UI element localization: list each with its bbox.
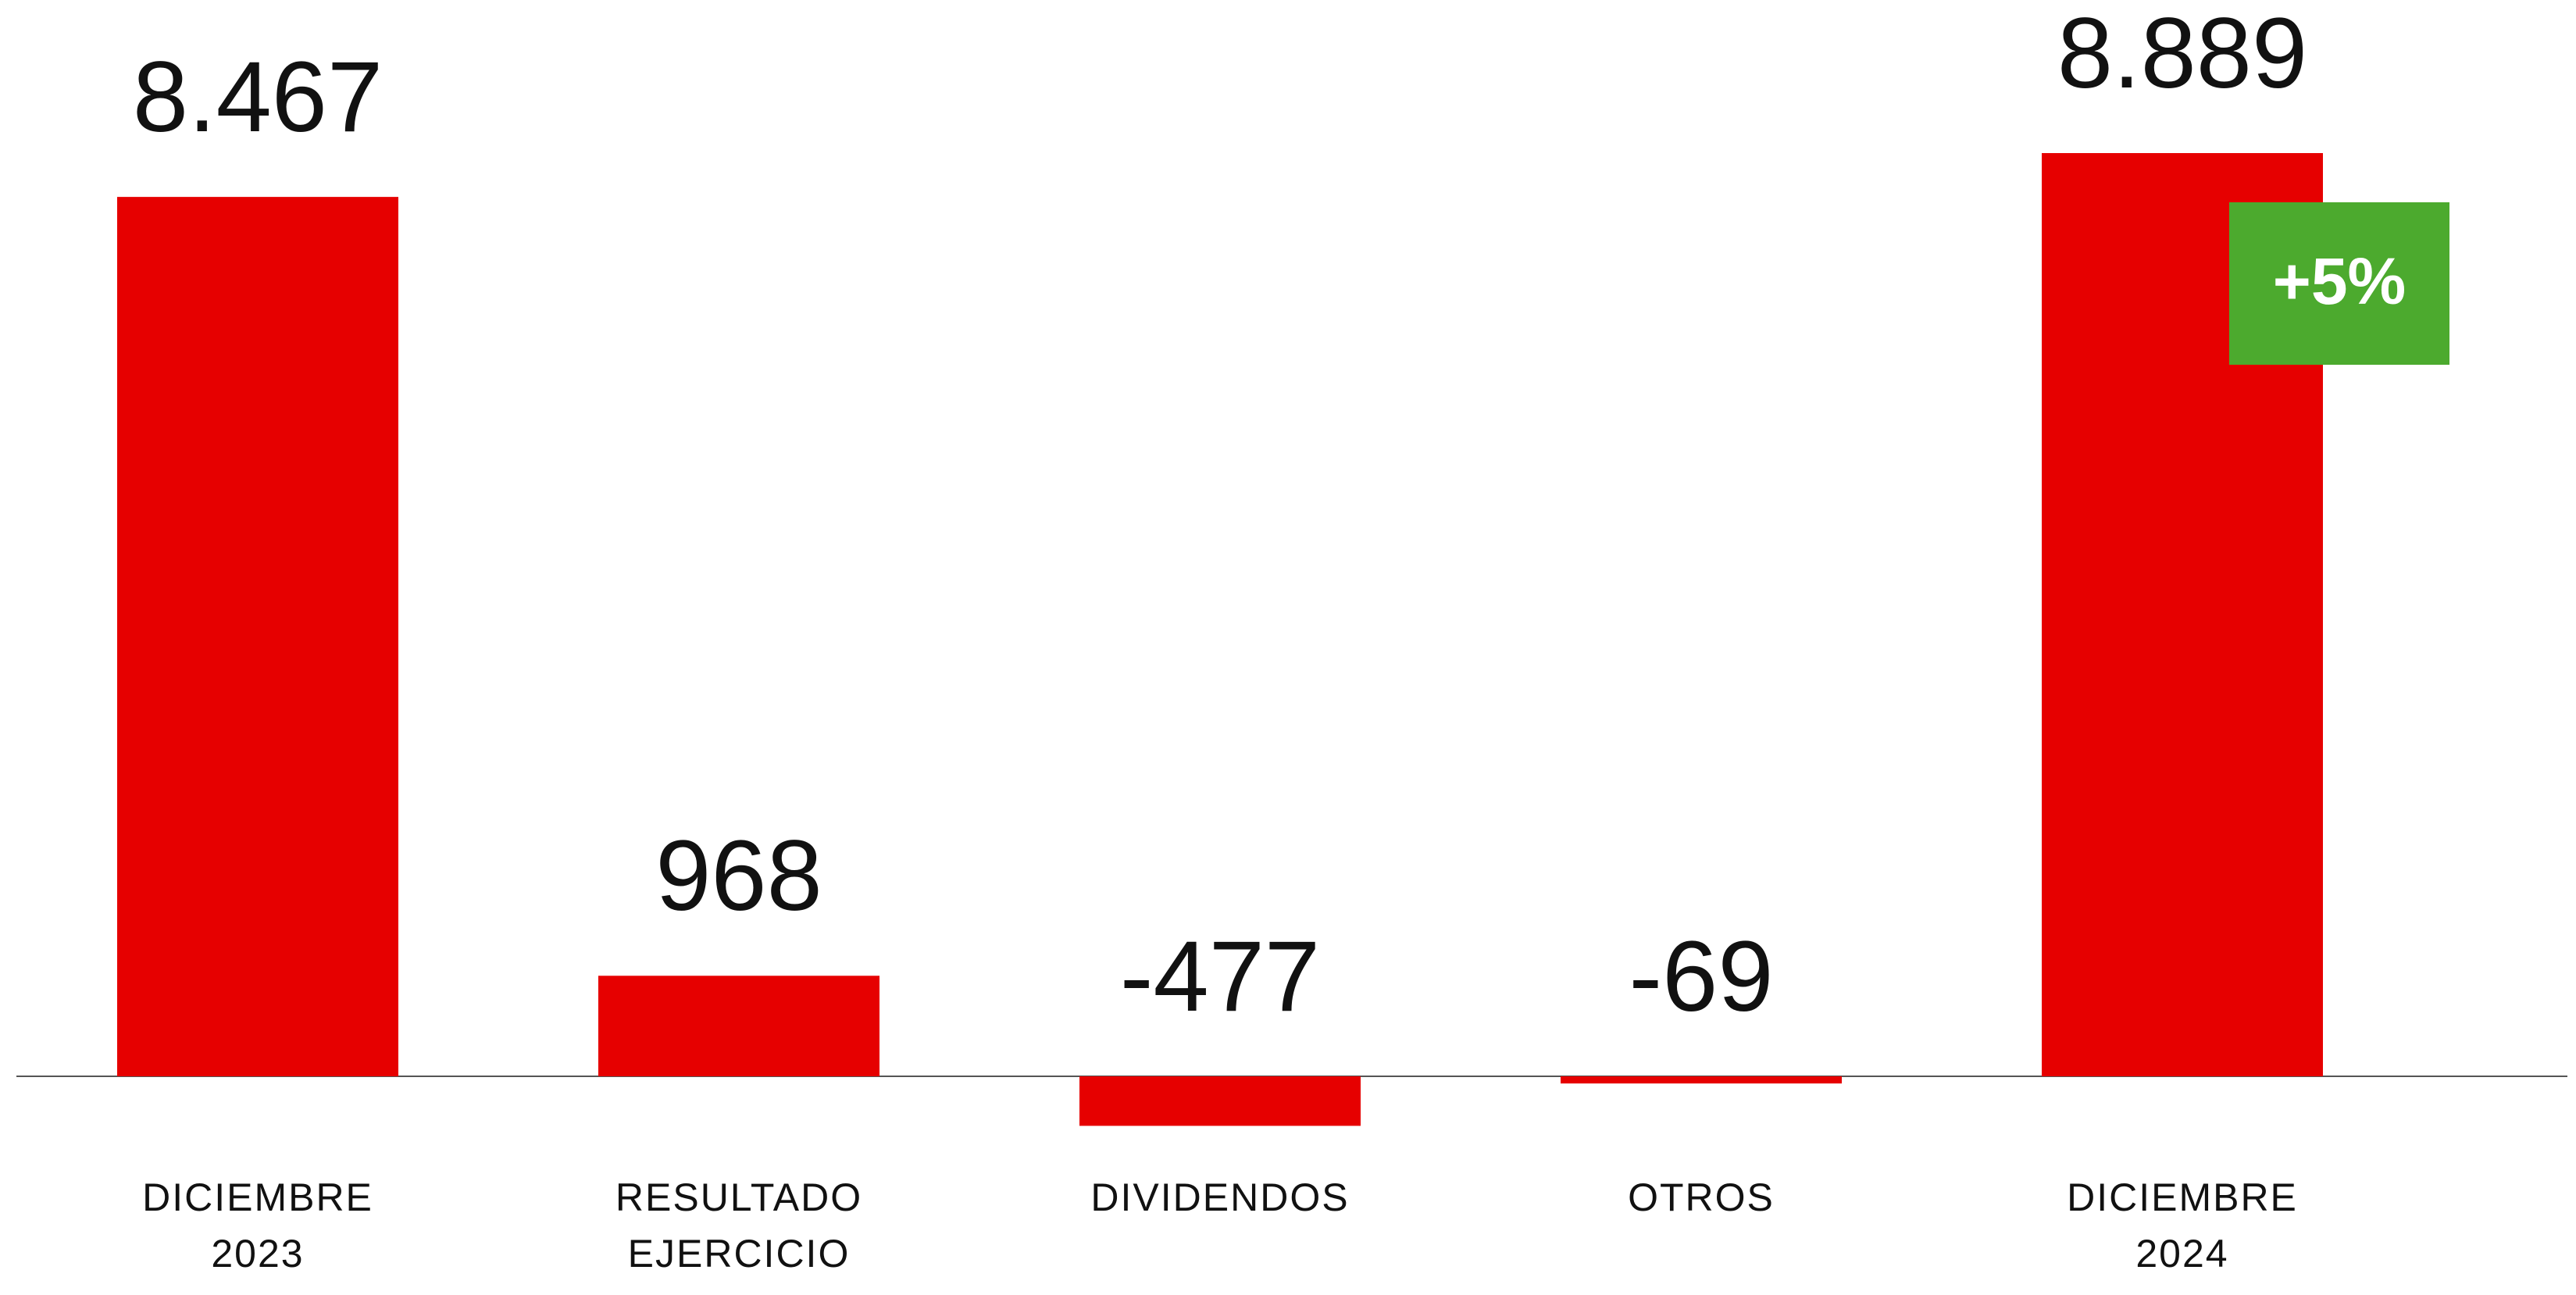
bar (598, 976, 879, 1076)
bar (1561, 1076, 1842, 1084)
x-tick-label: RESULTADO EJERCICIO (615, 1175, 862, 1275)
bar (1079, 1076, 1361, 1126)
badge (2229, 202, 2449, 365)
value-label: 968 (655, 820, 822, 932)
x-tick-label: DICIEMBRE 2024 (2067, 1175, 2298, 1275)
badge-text: +5% (2273, 244, 2406, 318)
bar (117, 197, 398, 1076)
x-tick-label: OTROS (1628, 1175, 1775, 1219)
value-label: -69 (1629, 921, 1774, 1033)
value-label: -477 (1120, 921, 1320, 1033)
value-label: 8.889 (2057, 0, 2307, 109)
x-tick-label: DIVIDENDOS (1090, 1175, 1349, 1219)
x-tick-label: DICIEMBRE 2023 (142, 1175, 373, 1275)
value-label: 8.467 (133, 41, 383, 153)
